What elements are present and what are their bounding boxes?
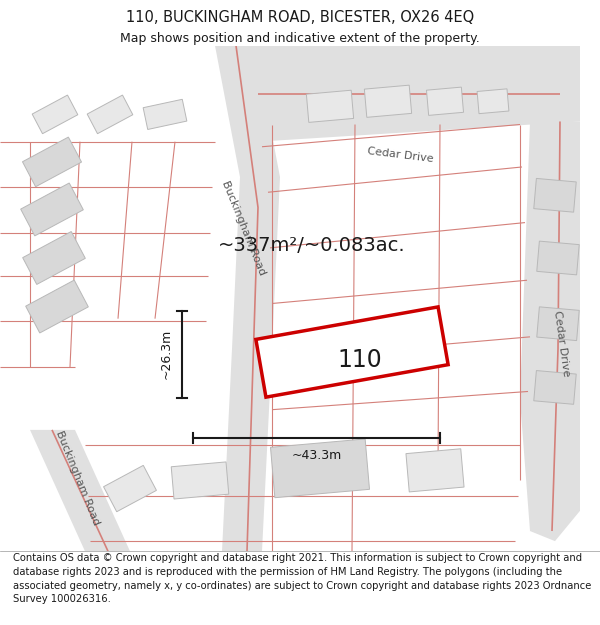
Polygon shape [477,89,509,114]
Polygon shape [26,280,88,333]
Polygon shape [534,178,576,212]
Polygon shape [406,449,464,492]
Polygon shape [534,371,576,404]
Polygon shape [32,95,78,134]
Polygon shape [215,46,280,551]
Polygon shape [22,137,82,187]
Text: 110: 110 [338,348,382,372]
Text: ~337m²/~0.083ac.: ~337m²/~0.083ac. [218,236,406,256]
Polygon shape [104,466,157,512]
Polygon shape [256,307,448,397]
Polygon shape [143,99,187,129]
Polygon shape [537,241,579,275]
Polygon shape [23,231,85,284]
Text: Map shows position and indicative extent of the property.: Map shows position and indicative extent… [120,32,480,45]
Polygon shape [30,430,130,551]
Polygon shape [87,95,133,134]
Polygon shape [520,121,580,541]
Polygon shape [171,462,229,499]
Text: Cedar Drive: Cedar Drive [367,146,434,164]
Text: 110, BUCKINGHAM ROAD, BICESTER, OX26 4EQ: 110, BUCKINGHAM ROAD, BICESTER, OX26 4EQ [126,10,474,25]
Text: ~43.3m: ~43.3m [292,449,341,462]
Polygon shape [427,87,464,116]
Text: Contains OS data © Crown copyright and database right 2021. This information is : Contains OS data © Crown copyright and d… [13,554,592,604]
Polygon shape [537,307,579,341]
Polygon shape [20,183,83,236]
Polygon shape [255,46,580,142]
Text: ~26.3m: ~26.3m [160,329,173,379]
Polygon shape [364,85,412,118]
Text: Buckingham Road: Buckingham Road [220,179,268,276]
Text: Cedar Drive: Cedar Drive [553,311,572,378]
Text: Buckingham Road: Buckingham Road [55,429,101,528]
Polygon shape [271,439,370,498]
Polygon shape [307,90,353,123]
